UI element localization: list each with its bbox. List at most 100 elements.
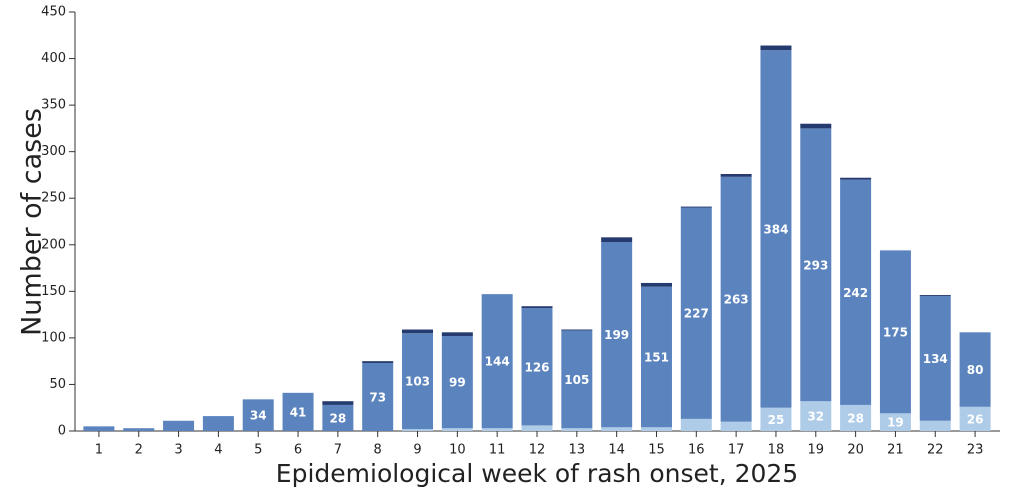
x-tick-label: 8 bbox=[374, 443, 382, 458]
bar-segment bbox=[521, 308, 553, 426]
bar-segment bbox=[800, 401, 832, 431]
value-label: 32 bbox=[807, 410, 824, 424]
bar-segment bbox=[561, 428, 593, 431]
bar-segment bbox=[680, 418, 712, 431]
value-label: 73 bbox=[369, 391, 386, 405]
bar-segment bbox=[640, 282, 672, 287]
bar-segment bbox=[561, 330, 593, 429]
y-tick-label: 50 bbox=[49, 377, 66, 392]
bar-segment bbox=[959, 332, 991, 407]
y-tick-label: 450 bbox=[41, 5, 66, 20]
bar-segment bbox=[601, 241, 633, 428]
bar-segment bbox=[840, 179, 872, 405]
value-label: 151 bbox=[644, 350, 669, 364]
y-tick-label: 200 bbox=[41, 237, 66, 252]
x-tick-label: 16 bbox=[688, 443, 705, 458]
value-label: 25 bbox=[768, 413, 785, 427]
bar-segment bbox=[123, 428, 155, 431]
bar-segment bbox=[481, 294, 513, 429]
bar-segment bbox=[322, 404, 354, 431]
bar-segment bbox=[601, 427, 633, 431]
bar-segment bbox=[879, 413, 911, 431]
value-label: 105 bbox=[564, 373, 589, 387]
y-tick-label: 350 bbox=[41, 98, 66, 113]
bar-segment bbox=[481, 428, 513, 431]
bar-segment bbox=[760, 45, 792, 51]
x-axis-label: Epidemiological week of rash onset, 2025 bbox=[276, 459, 798, 488]
bar-segment bbox=[163, 420, 195, 431]
bar-segment bbox=[919, 295, 951, 421]
value-label: 41 bbox=[290, 405, 307, 419]
value-label: 28 bbox=[330, 411, 347, 425]
y-tick-label: 400 bbox=[41, 51, 66, 66]
value-label: 34 bbox=[250, 409, 267, 423]
x-tick-label: 13 bbox=[569, 443, 586, 458]
x-tick-label: 11 bbox=[489, 443, 506, 458]
bar-segment bbox=[362, 361, 394, 364]
value-label: 293 bbox=[803, 258, 828, 272]
bar-segment bbox=[720, 174, 752, 177]
bar-segment bbox=[840, 404, 872, 431]
bar-segment bbox=[362, 363, 394, 431]
bar-segment bbox=[441, 336, 473, 429]
bar-segment bbox=[640, 286, 672, 428]
bar-segment bbox=[720, 421, 752, 431]
bar-segment bbox=[800, 123, 832, 129]
value-label: 144 bbox=[485, 355, 510, 369]
value-label: 103 bbox=[405, 375, 430, 389]
bar-segment bbox=[521, 425, 553, 431]
bar-segment bbox=[680, 207, 712, 419]
bar-segment bbox=[441, 428, 473, 431]
y-tick-label: 0 bbox=[58, 424, 66, 439]
x-tick-label: 17 bbox=[728, 443, 745, 458]
bar-segment bbox=[640, 427, 672, 431]
x-tick-label: 6 bbox=[294, 443, 302, 458]
bar-segment bbox=[402, 329, 434, 334]
value-label: 80 bbox=[967, 363, 984, 377]
bar-segment bbox=[521, 306, 553, 309]
bar-segment bbox=[202, 416, 234, 431]
x-tick-label: 5 bbox=[254, 443, 262, 458]
y-axis-label: Number of cases bbox=[17, 108, 48, 336]
bar-segment bbox=[919, 295, 951, 296]
x-tick-label: 18 bbox=[768, 443, 785, 458]
bar-segment bbox=[282, 392, 314, 431]
bar-segment bbox=[879, 250, 911, 414]
value-label: 126 bbox=[524, 360, 549, 374]
value-label: 242 bbox=[843, 286, 868, 300]
bar-segment bbox=[242, 399, 274, 431]
bar-segment bbox=[919, 420, 951, 431]
bar-segment bbox=[441, 332, 473, 337]
y-tick-label: 250 bbox=[41, 191, 66, 206]
value-label: 26 bbox=[967, 412, 984, 426]
x-tick-label: 21 bbox=[887, 443, 904, 458]
x-tick-label: 23 bbox=[967, 443, 984, 458]
x-tick-label: 15 bbox=[648, 443, 665, 458]
value-label: 99 bbox=[449, 376, 466, 390]
y-tick-label: 100 bbox=[41, 330, 66, 345]
value-label: 227 bbox=[684, 307, 709, 321]
bar-segment bbox=[800, 128, 832, 402]
x-tick-label: 1 bbox=[95, 443, 103, 458]
x-tick-label: 4 bbox=[214, 443, 222, 458]
bar-segment bbox=[720, 176, 752, 422]
x-tick-label: 14 bbox=[608, 443, 625, 458]
bar-segment bbox=[840, 177, 872, 180]
x-tick-label: 19 bbox=[808, 443, 825, 458]
value-label: 263 bbox=[724, 293, 749, 307]
x-tick-label: 3 bbox=[174, 443, 182, 458]
value-label: 134 bbox=[923, 352, 948, 366]
bar-segment bbox=[680, 206, 712, 208]
bar-segment bbox=[959, 406, 991, 431]
value-label: 199 bbox=[604, 328, 629, 342]
x-tick-label: 20 bbox=[847, 443, 864, 458]
x-tick-label: 10 bbox=[449, 443, 466, 458]
x-tick-label: 22 bbox=[927, 443, 944, 458]
x-tick-label: 2 bbox=[135, 443, 143, 458]
bar-segment bbox=[561, 329, 593, 331]
x-tick-label: 7 bbox=[334, 443, 342, 458]
x-tick-label: 12 bbox=[529, 443, 546, 458]
value-label: 28 bbox=[847, 411, 864, 425]
bar-segment bbox=[760, 50, 792, 408]
